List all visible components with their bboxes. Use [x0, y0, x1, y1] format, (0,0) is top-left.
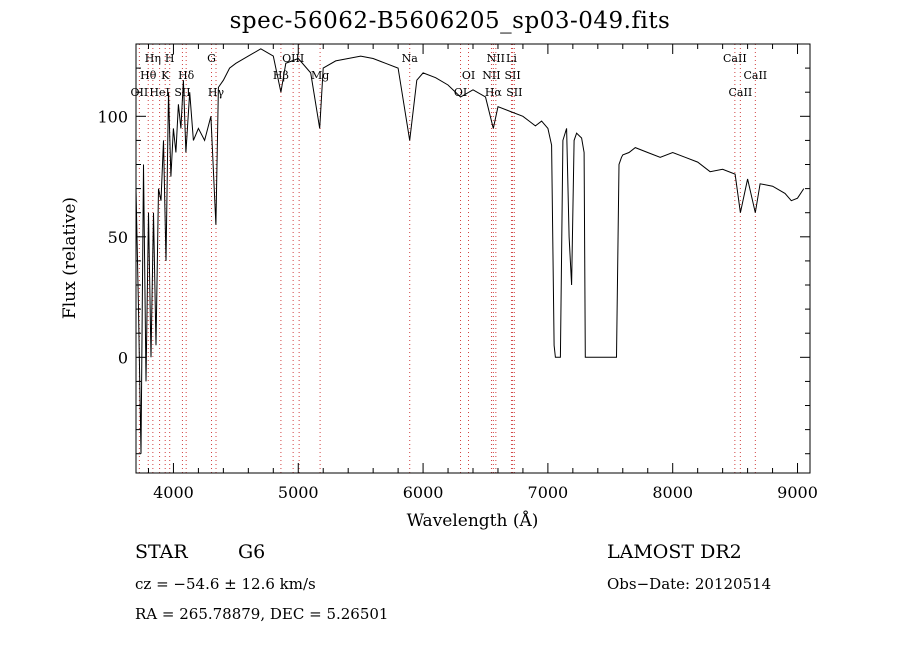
spectral-line-label: Hδ [178, 69, 195, 82]
spectral-line-label: NII [482, 69, 500, 82]
chart-title: spec-56062-B5606205_sp03-049.fits [229, 8, 671, 34]
x-tick-label: 4000 [153, 483, 194, 502]
spectral-line-label: Hβ [273, 69, 289, 82]
spectral-line-label: CaII [723, 52, 747, 65]
spectral-line-label: OI [462, 69, 475, 82]
spectral-line-label: OIII [282, 52, 304, 65]
x-axis-label: Wavelength (Å) [406, 511, 539, 531]
object-subclass: G6 [238, 541, 266, 563]
spectral-line-label: Hα [485, 86, 503, 99]
spectral-line-label: Li [506, 52, 517, 65]
x-tick-label: 7000 [528, 483, 569, 502]
x-tick-label: 5000 [278, 483, 319, 502]
spectral-line-label: NII [487, 52, 505, 65]
plot-frame [135, 43, 811, 474]
x-tick-label: 6000 [403, 483, 444, 502]
spectral-line-label: Hγ [208, 86, 225, 99]
spectral-line-label: SII [504, 69, 520, 82]
y-tick-label: 0 [118, 348, 128, 367]
spectral-line-label: HeI [149, 86, 169, 99]
spectral-line-label: K [161, 69, 170, 82]
y-axis-label: Flux (relative) [60, 196, 80, 320]
spectral-line-label: SII [174, 86, 190, 99]
x-tick-label: 9000 [777, 483, 818, 502]
spectral-line-label: Hθ [140, 69, 157, 82]
coordinates: RA = 265.78879, DEC = 5.26501 [135, 605, 389, 623]
spectrum-line [135, 48, 805, 454]
spectral-line-label: G [207, 52, 216, 65]
spectral-line-label: CaII [743, 69, 767, 82]
spectral-line-label: OII [131, 86, 149, 99]
redshift-info: cz = −54.6 ± 12.6 km/s [135, 575, 316, 593]
spectral-line-label: Hη [145, 52, 161, 65]
survey-name: LAMOST DR2 [607, 541, 742, 563]
observation-date: Obs−Date: 20120514 [607, 575, 772, 593]
spectral-line-label: SII [506, 86, 522, 99]
spectral-line-label: OI [454, 86, 467, 99]
spectral-line-label: H [165, 52, 175, 65]
spectral-line-label: Na [402, 52, 419, 65]
x-tick-label: 8000 [652, 483, 693, 502]
y-tick-label: 100 [97, 107, 128, 126]
y-tick-label: 50 [108, 228, 128, 247]
spectral-line-label: Mg [311, 69, 329, 82]
spectral-line-label: CaII [729, 86, 753, 99]
object-class: STAR [135, 541, 188, 563]
